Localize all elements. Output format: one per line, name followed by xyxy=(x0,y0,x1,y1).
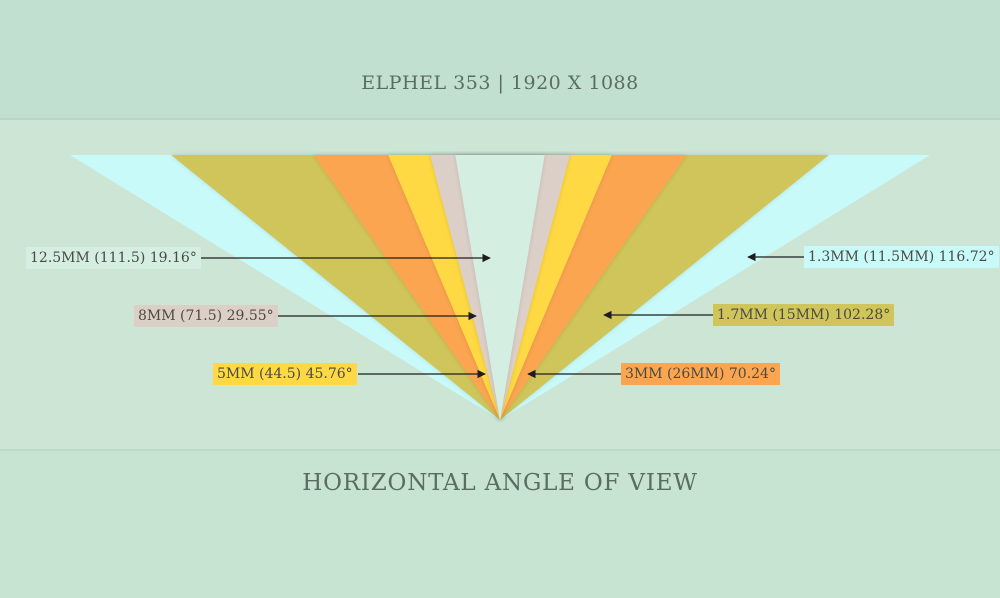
lens-label-5mm: 5MM (44.5) 45.76° xyxy=(213,363,357,385)
diagram-caption: HORIZONTAL ANGLE OF VIEW xyxy=(302,470,698,496)
header-band xyxy=(0,0,1000,120)
lens-label-12-5mm: 12.5MM (111.5) 19.16° xyxy=(26,247,201,269)
lens-label-8mm: 8MM (71.5) 29.55° xyxy=(134,305,278,327)
footer-band xyxy=(0,449,1000,598)
lens-label-1-7mm: 1.7MM (15MM) 102.28° xyxy=(713,304,895,326)
lens-label-1-3mm: 1.3MM (11.5MM) 116.72° xyxy=(804,246,999,268)
label-arrows xyxy=(188,252,806,379)
page-title: ELPHEL 353 | 1920 X 1088 xyxy=(361,72,639,94)
view-wedges xyxy=(69,155,931,420)
wedge-12-5mm xyxy=(455,155,545,420)
lens-label-3mm: 3MM (26MM) 70.24° xyxy=(621,363,780,385)
